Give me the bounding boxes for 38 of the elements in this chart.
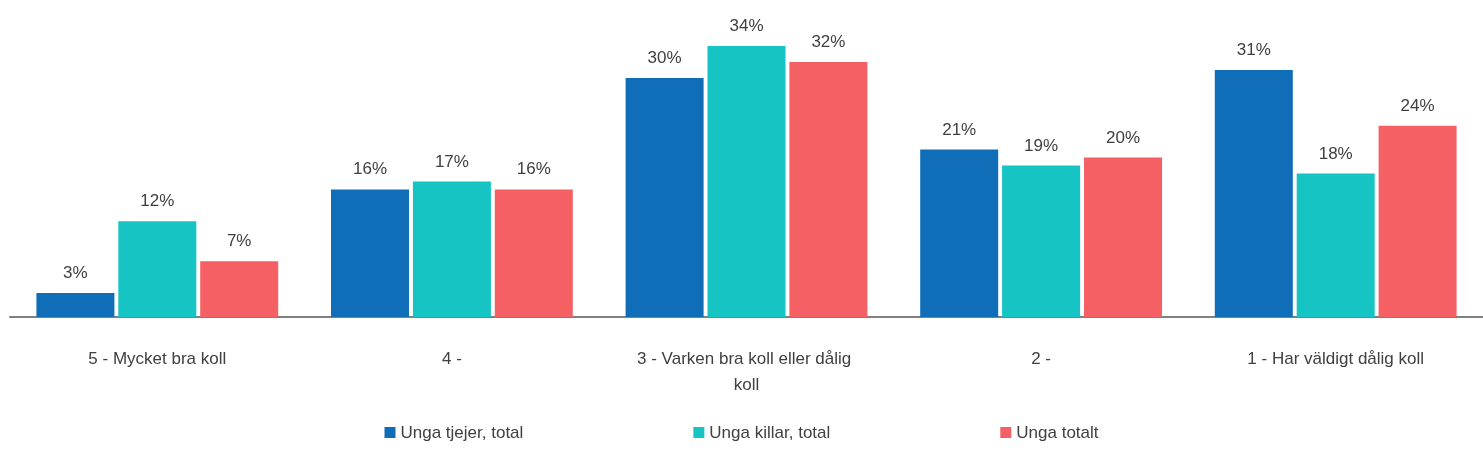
data-label: 34% [729,16,764,35]
data-label: 19% [1024,135,1059,155]
bar [494,189,573,317]
x-tick-label: 1 - Har väldigt dålig koll [1247,348,1425,368]
data-label: 16% [516,159,551,179]
bar [1378,125,1457,317]
bar [412,181,491,317]
bar [36,293,115,317]
x-tick-label: 4 - [441,348,462,368]
data-label: 16% [352,159,388,179]
data-label: 31% [1236,39,1271,59]
bar [920,149,999,317]
x-tick-label: 3 - Varken bra koll eller dålig koll [637,348,856,394]
data-label: 24% [1400,95,1435,115]
legend-label: Unga killar, total [709,423,831,442]
bar [1214,69,1293,317]
x-tick-label: 5 - Mycket bra koll [88,348,227,368]
bar [1296,173,1375,317]
bar [625,77,704,317]
bar [200,261,279,317]
bar [118,221,197,317]
data-label: 3% [63,263,88,283]
data-label: 20% [1105,127,1141,147]
data-label: 32% [811,31,846,51]
legend-label: Unga tjejer, total [400,423,524,442]
data-label: 17% [434,151,469,171]
bar [789,61,868,317]
data-label: 12% [140,191,175,211]
data-label: 30% [647,47,682,67]
x-tick-label: 2 - [1031,348,1052,368]
bar [1002,165,1081,317]
bar [707,46,786,317]
bar [1084,157,1162,317]
data-label: 21% [942,119,977,139]
data-label: 7% [226,231,252,251]
bar [331,189,409,317]
legend-label: Unga totalt [1016,423,1099,442]
data-label: 18% [1318,143,1353,163]
